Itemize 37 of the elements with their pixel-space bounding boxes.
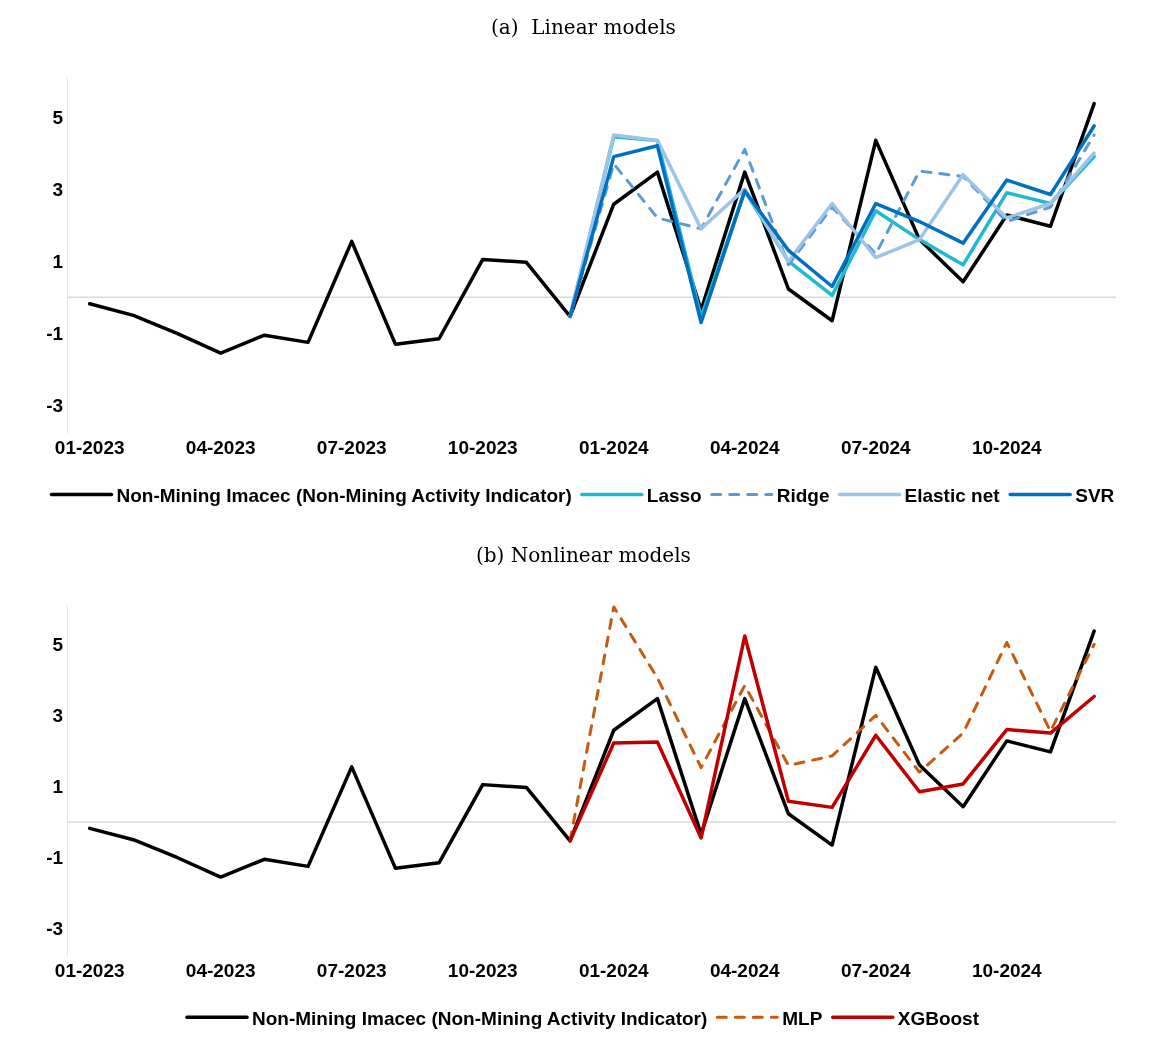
legend-label: Lasso — [646, 485, 702, 507]
x-tick-label: 01-2024 — [578, 960, 650, 982]
x-tick-label: 01-2023 — [54, 960, 125, 982]
chart-title: (b) Nonlinear models — [476, 543, 691, 567]
x-tick-label: 07-2024 — [840, 960, 912, 982]
y-tick-label: -3 — [46, 395, 64, 417]
y-tick-label: -1 — [46, 847, 64, 869]
y-tick-label: -3 — [46, 918, 64, 940]
legend-label: SVR — [1075, 485, 1115, 507]
x-tick-label: 07-2024 — [840, 437, 912, 459]
y-tick-label: 1 — [52, 250, 64, 272]
x-tick-label: 10-2023 — [447, 960, 518, 982]
legend-label: Elastic net — [904, 485, 1001, 507]
legend-label: Ridge — [776, 485, 830, 507]
x-tick-label: 07-2023 — [316, 437, 387, 459]
x-tick-label: 07-2023 — [316, 960, 387, 982]
legend-label: XGBoost — [897, 1007, 980, 1029]
y-tick-label: 3 — [52, 178, 64, 200]
x-tick-label: 04-2024 — [709, 437, 781, 459]
legend-label: Non-Mining Imacec (Non-Mining Activity Indicator) — [252, 1007, 708, 1029]
x-tick-label: 04-2023 — [185, 437, 256, 459]
y-tick-label: 5 — [52, 633, 64, 655]
y-tick-label: -1 — [46, 323, 64, 345]
x-tick-label: 10-2023 — [447, 437, 518, 459]
y-tick-label: 1 — [52, 776, 64, 798]
legend-label: MLP — [782, 1007, 823, 1029]
legend-label: Non-Mining Imacec (Non-Mining Activity Indicator) — [116, 485, 572, 507]
x-tick-label: 10-2024 — [971, 437, 1043, 459]
x-tick-label: 04-2024 — [709, 960, 781, 982]
x-tick-label: 04-2023 — [185, 960, 256, 982]
x-tick-label: 01-2024 — [578, 437, 650, 459]
chart-title: (a) Linear models — [491, 15, 676, 39]
y-tick-label: 5 — [52, 106, 64, 128]
x-tick-label: 01-2023 — [54, 437, 125, 459]
y-tick-label: 3 — [52, 704, 64, 726]
line-series — [87, 629, 1096, 879]
x-tick-label: 10-2024 — [971, 960, 1043, 982]
